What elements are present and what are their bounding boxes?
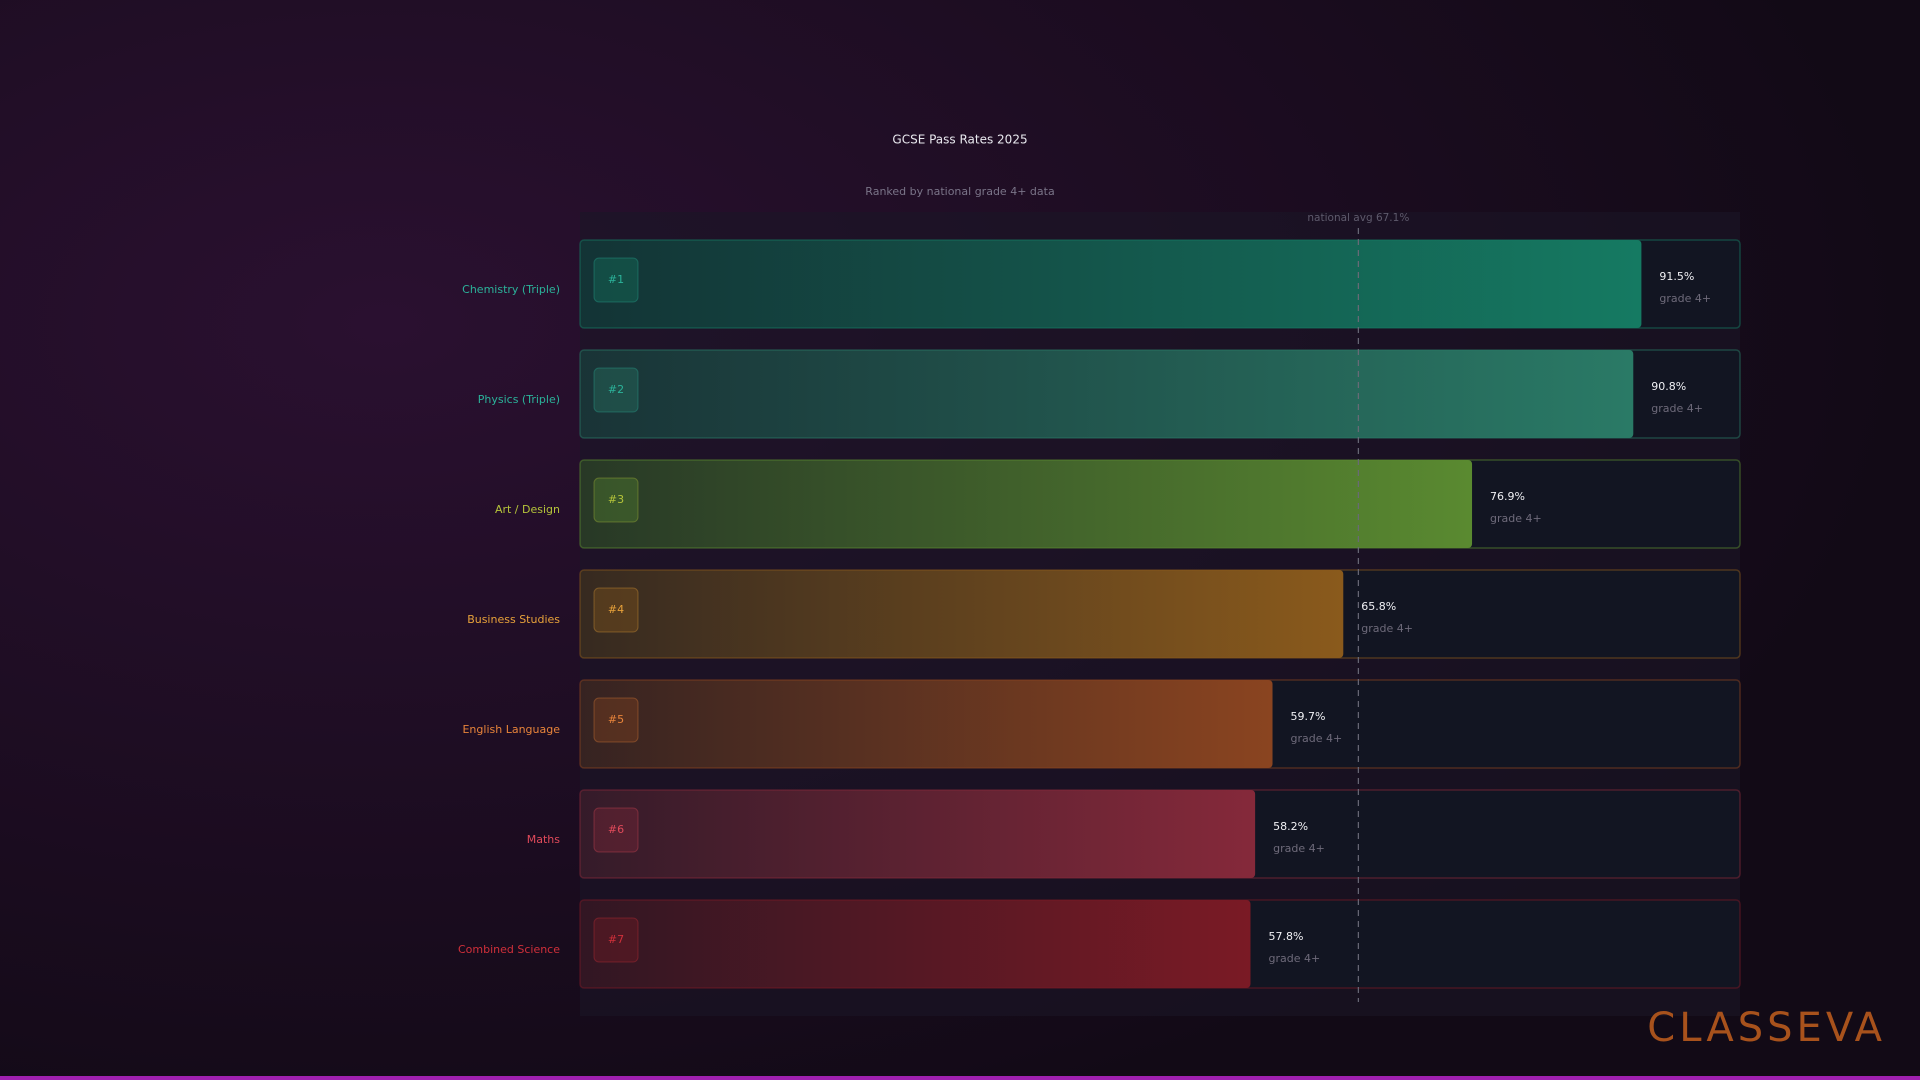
- rank-label: #6: [608, 823, 624, 836]
- rank-badge: [593, 697, 639, 743]
- value-label: 57.8%: [1268, 930, 1303, 943]
- category-label: Maths: [527, 833, 561, 846]
- value-caption: grade 4+: [1659, 292, 1711, 305]
- rank-badge: [593, 587, 639, 633]
- bar: [580, 570, 1344, 658]
- value-label: 58.2%: [1273, 820, 1308, 833]
- value-label: 59.7%: [1291, 710, 1326, 723]
- value-caption: grade 4+: [1490, 512, 1542, 525]
- bottom-accent: [0, 1076, 1920, 1080]
- value-caption: grade 4+: [1291, 732, 1343, 745]
- rank-badge: [593, 807, 639, 853]
- value-caption: grade 4+: [1361, 622, 1413, 635]
- chart-subtitle: Ranked by national grade 4+ data: [865, 185, 1054, 198]
- rank-label: #3: [608, 493, 624, 506]
- rank-badge: [593, 367, 639, 413]
- chart-title: GCSE Pass Rates 2025: [892, 133, 1027, 147]
- category-label: Business Studies: [467, 613, 560, 626]
- value-label: 90.8%: [1651, 380, 1686, 393]
- rank-badge: [593, 257, 639, 303]
- category-label: Combined Science: [458, 943, 560, 956]
- rank-label: #2: [608, 383, 624, 396]
- bar: [580, 460, 1473, 548]
- category-label: Physics (Triple): [478, 393, 560, 406]
- category-label: Art / Design: [495, 503, 560, 516]
- value-label: 65.8%: [1361, 600, 1396, 613]
- value-label: 91.5%: [1659, 270, 1694, 283]
- bar: [580, 680, 1273, 768]
- reference-label: national avg 67.1%: [1307, 212, 1409, 224]
- rank-label: #4: [608, 603, 624, 616]
- rank-label: #7: [608, 933, 624, 946]
- rank-label: #5: [608, 713, 624, 726]
- rank-badge: [593, 917, 639, 963]
- rank-badge: [593, 477, 639, 523]
- value-caption: grade 4+: [1273, 842, 1325, 855]
- value-caption: grade 4+: [1268, 952, 1320, 965]
- bar: [580, 350, 1634, 438]
- logo: CLASSEVA: [1647, 1005, 1886, 1051]
- category-label: Chemistry (Triple): [462, 283, 560, 296]
- rank-label: #1: [608, 273, 624, 286]
- value-label: 76.9%: [1490, 490, 1525, 503]
- bar: [580, 790, 1256, 878]
- category-label: English Language: [462, 723, 560, 736]
- value-caption: grade 4+: [1651, 402, 1703, 415]
- bar: [580, 240, 1642, 328]
- bar: [580, 900, 1251, 988]
